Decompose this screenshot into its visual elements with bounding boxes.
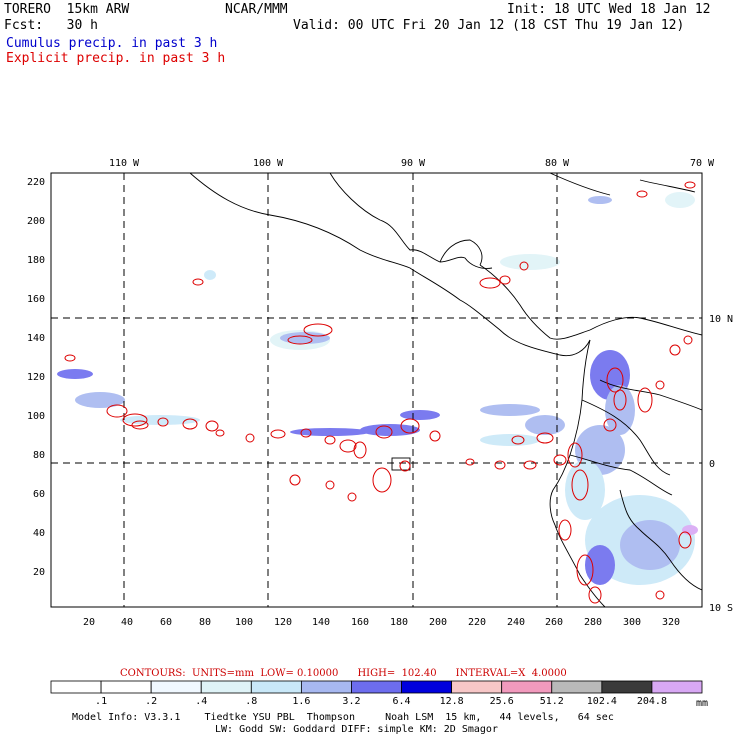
colorbar-swatch: [401, 680, 453, 694]
y-tick-label: 80: [33, 450, 45, 461]
x-tick-label: 240: [507, 617, 525, 628]
y-tick-label: 100: [27, 411, 45, 422]
forecast-hour: Fcst: 30 h: [4, 18, 98, 33]
model-title: TORERO 15km ARW: [4, 2, 130, 17]
lat-lon-grid: [51, 173, 702, 607]
x-axis-labels: 20 40 60 80 100 120 140 160 180 200 220 …: [83, 617, 680, 628]
cumulus-legend: Cumulus precip. in past 3 h: [6, 36, 218, 51]
cumulus-precip-shading: [57, 192, 698, 585]
x-tick-label: 120: [274, 617, 292, 628]
colorbar-label: 51.2: [540, 696, 564, 707]
x-tick-label: 200: [429, 617, 447, 628]
colorbar-label: .1: [95, 696, 107, 707]
colorbar-swatch: [100, 680, 152, 694]
colorbar-swatch: [50, 680, 102, 694]
colorbar-swatch: [601, 680, 653, 694]
x-tick-label: 140: [312, 617, 330, 628]
colorbar-label: .2: [145, 696, 157, 707]
colorbar-label: 204.8: [637, 696, 667, 707]
x-tick-label: 180: [390, 617, 408, 628]
lon-label: 80 W: [545, 158, 570, 169]
y-tick-label: 160: [27, 294, 45, 305]
colorbar-swatch: [250, 680, 302, 694]
contours-info: CONTOURS: UNITS=mm LOW= 0.10000 HIGH= 10…: [120, 668, 567, 679]
x-tick-label: 100: [235, 617, 253, 628]
lat-label: 10 S: [709, 603, 733, 614]
y-tick-label: 220: [27, 177, 45, 188]
lon-label: 100 W: [253, 158, 284, 169]
x-tick-label: 20: [83, 617, 95, 628]
longitude-labels: 110 W 100 W 90 W 80 W 70 W: [109, 158, 715, 169]
lat-label: 0: [709, 459, 715, 470]
colorbar-swatch: [501, 680, 553, 694]
org-label: NCAR/MMM: [225, 2, 288, 17]
colorbar-swatch: [351, 680, 402, 694]
lon-label: 70 W: [690, 158, 715, 169]
y-tick-label: 40: [33, 528, 45, 539]
lat-label: 10 N: [709, 314, 733, 325]
colorbar-label: .4: [195, 696, 207, 707]
explicit-precip-contours: [64, 181, 696, 604]
init-time: Init: 18 UTC Wed 18 Jan 12: [507, 2, 711, 17]
colorbar-labels: .1 .2 .4 .8 1.6 3.2 6.4 12.8 25.6 51.2 102.4 204.8: [95, 696, 667, 707]
y-tick-label: 20: [33, 567, 45, 578]
y-axis-labels: 220 200 180 160 140 120 100 80 60 40 20: [27, 177, 45, 578]
colorbar-swatch: [451, 680, 503, 694]
colorbar-swatch: [150, 680, 202, 694]
x-tick-label: 220: [468, 617, 486, 628]
colorbar-label: 12.8: [440, 696, 464, 707]
x-tick-label: 60: [160, 617, 172, 628]
colorbar-swatch: [300, 680, 352, 694]
x-tick-label: 300: [623, 617, 641, 628]
colorbar-label: 3.2: [342, 696, 360, 707]
colorbar-swatch: [651, 680, 703, 694]
latitude-labels: 10 N 0 10 S: [709, 314, 733, 614]
x-tick-label: 280: [584, 617, 602, 628]
explicit-legend: Explicit precip. in past 3 h: [6, 51, 226, 66]
colorbar-unit: mm: [696, 698, 708, 709]
colorbar-label: 25.6: [490, 696, 514, 707]
colorbar-swatch: [551, 680, 603, 694]
y-tick-label: 140: [27, 333, 45, 344]
model-info-physics: LW: Godd SW: Goddard DIFF: simple KM: 2D…: [215, 724, 498, 735]
coastlines: [189, 172, 703, 608]
x-tick-label: 80: [199, 617, 211, 628]
colorbar-label: 1.6: [292, 696, 310, 707]
model-info: Model Info: V3.3.1 Tiedtke YSU PBL Thomp…: [72, 712, 614, 723]
x-tick-label: 40: [121, 617, 133, 628]
x-tick-label: 260: [545, 617, 563, 628]
colorbar-label: 102.4: [587, 696, 617, 707]
colorbar: [50, 680, 703, 694]
x-tick-label: 320: [662, 617, 680, 628]
colorbar-label: 6.4: [393, 696, 411, 707]
colorbar-label: .8: [245, 696, 257, 707]
y-tick-label: 200: [27, 216, 45, 227]
valid-time: Valid: 00 UTC Fri 20 Jan 12 (18 CST Thu …: [293, 18, 685, 33]
colorbar-swatch: [200, 680, 252, 694]
lon-label: 90 W: [401, 158, 426, 169]
y-tick-label: 60: [33, 489, 45, 500]
x-tick-label: 160: [351, 617, 369, 628]
lon-label: 110 W: [109, 158, 140, 169]
y-tick-label: 180: [27, 255, 45, 266]
y-tick-label: 120: [27, 372, 45, 383]
